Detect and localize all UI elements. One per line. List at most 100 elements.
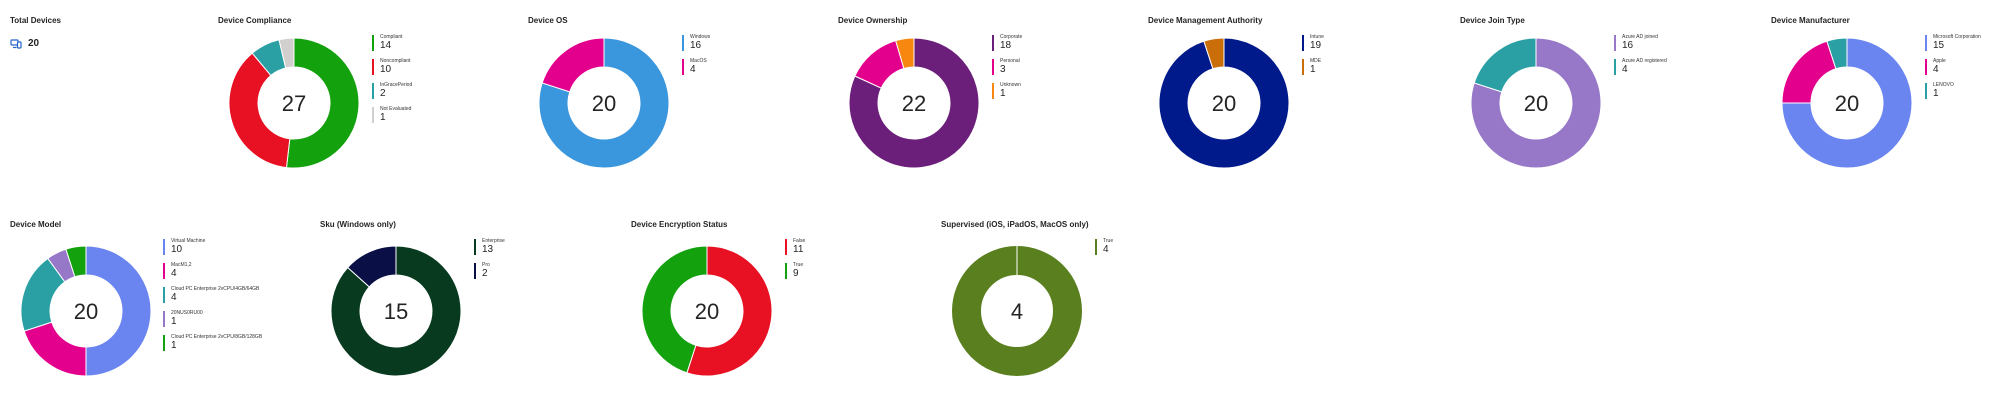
device-encryption-status-title: Device Encryption Status [631,220,728,229]
manufacturer-donut-chart[interactable]: 20 [1780,36,1914,170]
legend-item[interactable]: Cloud PC Enterprise 2vCPU/8GB/128GB 1 [163,334,262,352]
os-slice-0[interactable] [538,37,670,169]
legend-item[interactable]: Cloud PC Enterprise 2vCPU/4GB/64GB 4 [163,286,262,304]
legend-swatch [1614,59,1616,75]
manufacturer-slice-1[interactable] [1781,40,1837,104]
ownership-donut-chart[interactable]: 22 [847,36,981,170]
device-encryption-status-tile[interactable]: Device Encryption Status 20 False 11 True 9 [631,220,861,380]
mgmt-legend: Intune 19 MDE 1 [1302,34,1324,82]
legend-value: 18 [1000,40,1012,51]
legend-item[interactable]: 20NUS0RU00 1 [163,310,262,328]
legend-swatch [474,239,476,255]
legend-label: False [793,238,806,244]
encryption-slice-0[interactable] [686,245,773,377]
legend-item[interactable]: MacOS 4 [682,58,710,76]
device-os-tile[interactable]: Device OS 20 Windows 16 MacOS 4 [528,16,758,176]
sku-donut-chart[interactable]: 15 [329,244,463,378]
ownership-slice-2[interactable] [895,37,915,70]
legend-item[interactable]: Azure AD joined 16 [1614,34,1667,52]
legend-value: 19 [1310,40,1322,51]
manufacturer-slice-0[interactable] [1781,37,1913,169]
join-slice-1[interactable] [1473,37,1537,93]
model-slice-1[interactable] [23,321,87,377]
total-devices-row: 20 [10,38,39,49]
device-compliance-tile[interactable]: Device Compliance 27 Compliant 14 Noncompli… [218,16,448,176]
legend-item[interactable]: Noncompliant 10 [372,58,412,76]
legend-label: 20NUS0RU00 [171,310,203,316]
legend-swatch [785,239,787,255]
legend-value: 1 [380,112,386,123]
device-compliance-title: Device Compliance [218,16,292,25]
legend-label: Noncompliant [380,58,411,64]
sku-tile[interactable]: Sku (Windows only) 15 Enterprise 13 Pro 2 [320,220,550,380]
manufacturer-slice-2[interactable] [1826,37,1848,70]
legend-label: True [793,262,804,268]
legend-item[interactable]: Pro 2 [474,262,505,280]
legend-item[interactable]: False 11 [785,238,805,256]
legend-item[interactable]: Azure AD registered 4 [1614,58,1667,76]
legend-item[interactable]: Windows 16 [682,34,710,52]
legend-value: 1 [171,340,177,351]
os-legend: Windows 16 MacOS 4 [682,34,710,82]
join-donut-chart[interactable]: 20 [1469,36,1603,170]
ownership-slice-0[interactable] [848,37,980,169]
os-slice-1[interactable] [541,37,605,93]
legend-item[interactable]: MDE 1 [1302,58,1324,76]
legend-value: 4 [171,268,177,279]
device-ownership-tile[interactable]: Device Ownership 22 Corporate 18 Personal 3 U… [838,16,1068,176]
legend-swatch [163,239,165,255]
legend-item[interactable]: Microsoft Corporation 15 [1925,34,1981,52]
encryption-donut-chart[interactable]: 20 [640,244,774,378]
legend-swatch [163,263,165,279]
compliance-slice-0[interactable] [285,37,360,169]
legend-item[interactable]: LENOVO 1 [1925,82,1981,100]
legend-label: Unknown [1000,82,1021,88]
supervised-tile[interactable]: Supervised (iOS, iPadOS, MacOS only) 4 Tr… [941,220,1181,380]
compliance-slice-3[interactable] [278,37,295,69]
compliance-slice-1[interactable] [228,52,291,169]
legend-item[interactable]: Enterprise 13 [474,238,505,256]
legend-value: 4 [690,64,696,75]
legend-item[interactable]: Not Evaluated 1 [372,106,412,124]
os-donut-chart[interactable]: 20 [537,36,671,170]
legend-swatch [682,59,684,75]
legend-value: 9 [793,268,799,279]
mgmt-slice-1[interactable] [1203,37,1225,70]
legend-swatch [163,311,165,327]
join-slice-0[interactable] [1470,37,1602,169]
supervised-donut-chart[interactable]: 4 [950,244,1084,378]
model-slice-4[interactable] [65,245,87,278]
legend-label: True [1103,238,1114,244]
device-manufacturer-tile[interactable]: Device Manufacturer 20 Microsoft Corporat… [1771,16,1999,176]
sku-title: Sku (Windows only) [320,220,396,229]
device-management-authority-tile[interactable]: Device Management Authority 20 Intune 19 MD… [1148,16,1378,176]
model-donut-chart[interactable]: 20 [19,244,153,378]
legend-item[interactable]: Unknown 1 [992,82,1022,100]
legend-item[interactable]: Apple 4 [1925,58,1981,76]
legend-item[interactable]: True 4 [1095,238,1113,256]
legend-item[interactable]: Virtual Machine 10 [163,238,262,256]
legend-label: Azure AD registered [1622,58,1667,64]
legend-item[interactable]: MacM1,2 4 [163,262,262,280]
sku-slice-0[interactable] [330,245,462,377]
device-manufacturer-title: Device Manufacturer [1771,16,1850,25]
compliance-donut-chart[interactable]: 27 [227,36,361,170]
device-join-type-tile[interactable]: Device Join Type 20 Azure AD joined 16 Azur… [1460,16,1690,176]
legend-item[interactable]: Personal 3 [992,58,1022,76]
sku-center-total: 15 [384,299,408,324]
legend-item[interactable]: True 9 [785,262,805,280]
legend-swatch [1614,35,1616,51]
mgmt-slice-0[interactable] [1158,37,1290,169]
total-devices-tile[interactable]: Total Devices [10,16,190,76]
sku-slice-1[interactable] [346,245,397,288]
legend-item[interactable]: InGracePeriod 2 [372,82,412,100]
mgmt-donut-chart[interactable]: 20 [1157,36,1291,170]
legend-item[interactable]: Corporate 18 [992,34,1022,52]
device-model-tile[interactable]: Device Model 20 Virtual Machine 10 MacM1,2 4… [10,220,310,380]
encryption-slice-1[interactable] [641,245,708,374]
legend-item[interactable]: Intune 19 [1302,34,1324,52]
model-slice-0[interactable] [85,245,152,377]
supervised-legend: True 4 [1095,238,1113,262]
legend-item[interactable]: Compliant 14 [372,34,412,52]
legend-label: Enterprise [482,238,505,244]
